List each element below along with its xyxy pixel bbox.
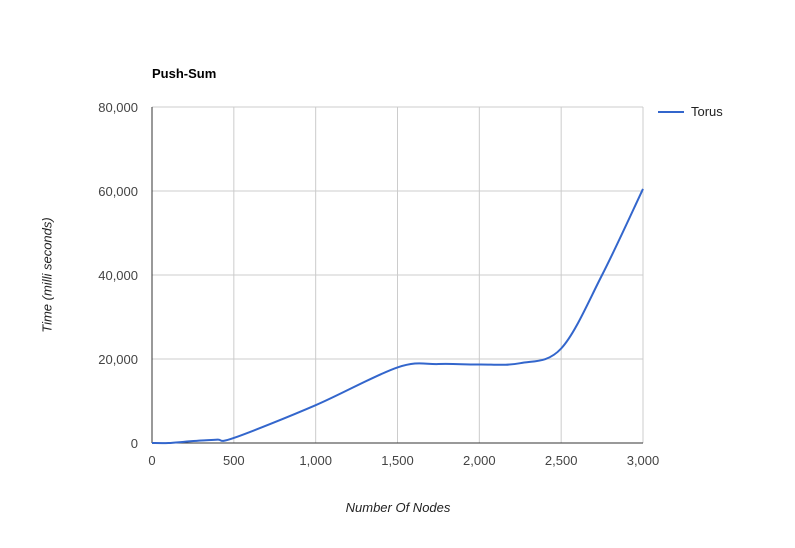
x-axis-label: Number Of Nodes — [345, 500, 451, 515]
y-tick-label: 0 — [131, 436, 138, 451]
legend-swatch-torus — [658, 110, 684, 113]
x-tick-label: 0 — [148, 453, 155, 468]
tick-labels: 0 20,000 40,000 60,000 80,000 0 500 1,000 1,500 2… — [98, 100, 659, 468]
x-tick-label: 3,000 — [627, 453, 660, 468]
x-tick-label: 1,500 — [381, 453, 414, 468]
legend: Torus — [658, 104, 723, 119]
legend-label-torus: Torus — [691, 104, 723, 119]
series-line-torus — [151, 188, 644, 445]
y-tick-label: 40,000 — [98, 268, 138, 283]
y-tick-label: 20,000 — [98, 352, 138, 367]
axes — [151, 107, 643, 444]
y-tick-label: 60,000 — [98, 184, 138, 199]
x-tick-label: 2,500 — [545, 453, 578, 468]
series-layer — [151, 188, 644, 445]
chart-title: Push-Sum — [152, 66, 217, 81]
x-tick-label: 1,000 — [299, 453, 332, 468]
grid-lines — [152, 106, 644, 443]
x-tick-label: 500 — [223, 453, 245, 468]
y-tick-label: 80,000 — [98, 100, 138, 115]
x-tick-label: 2,000 — [463, 453, 496, 468]
